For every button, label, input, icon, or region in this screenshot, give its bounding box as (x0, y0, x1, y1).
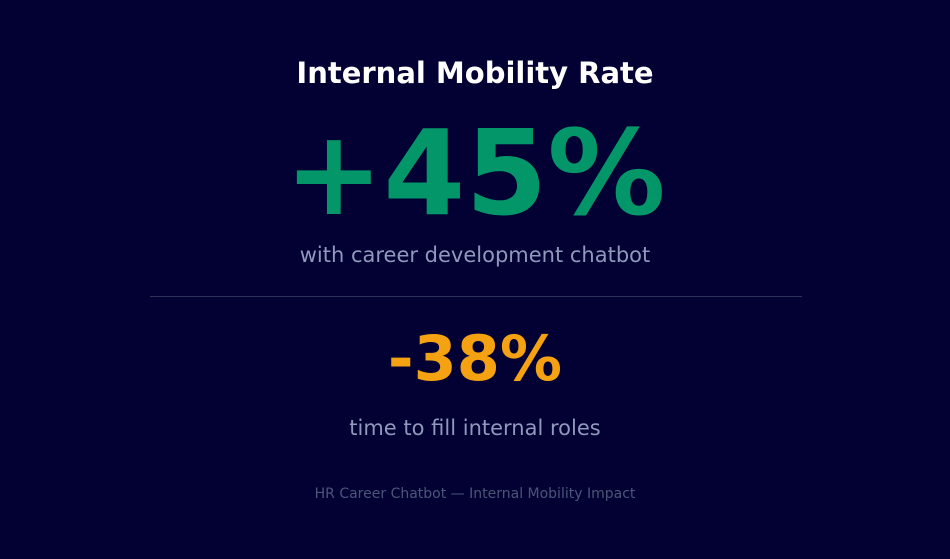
footer: HR Career Chatbot — Internal Mobility Im… (314, 486, 636, 502)
title: Internal Mobility Rate (296, 56, 654, 90)
primary-caption: with career development chatbot (299, 243, 651, 267)
secondary-stat: -38% (387, 322, 563, 395)
primary-stat: +45% (284, 104, 666, 242)
secondary-caption: time to fill internal roles (349, 416, 601, 440)
divider (150, 296, 802, 297)
